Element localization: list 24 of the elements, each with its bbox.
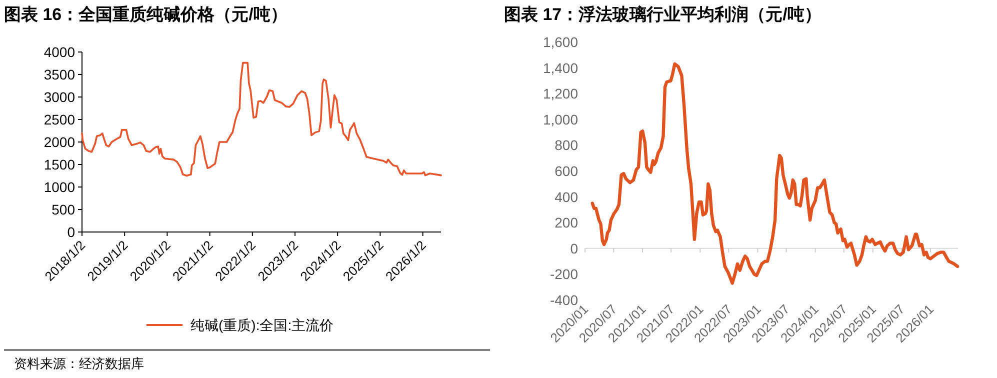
y-tick-label: 500 xyxy=(52,202,76,218)
y-tick-label: 0 xyxy=(570,240,578,256)
chart-title: 图表 17：浮法玻璃行业平均利润（元/吨） xyxy=(504,5,822,24)
y-tick-label: 800 xyxy=(554,137,578,154)
y-tick-label: 2500 xyxy=(44,112,76,128)
y-tick-label: 4000 xyxy=(44,44,76,60)
y-tick-label: 400 xyxy=(554,188,578,205)
y-tick-label: 1,000 xyxy=(542,111,578,128)
y-tick-label: 1,600 xyxy=(542,34,578,50)
y-tick-label: -200 xyxy=(550,266,578,282)
y-tick-label: -400 xyxy=(550,292,578,308)
y-tick-label: 600 xyxy=(554,163,578,179)
y-tick-label: 0 xyxy=(67,224,76,240)
legend-label: 纯碱(重质):全国:主流价 xyxy=(190,317,334,333)
y-tick-label: 1,200 xyxy=(542,86,578,102)
text: 资料来源：经济数据库 xyxy=(14,356,144,371)
y-tick-label: 3000 xyxy=(44,89,76,105)
y-tick-label: 1,400 xyxy=(542,60,578,76)
y-tick-label: 1000 xyxy=(44,179,76,195)
y-tick-label: 200 xyxy=(554,214,578,231)
y-tick-label: 3500 xyxy=(44,66,76,82)
y-tick-label: 2000 xyxy=(44,134,76,150)
y-tick-label: 1500 xyxy=(44,156,76,172)
chart-title: 图表 16：全国重质纯碱价格（元/吨） xyxy=(4,5,288,24)
